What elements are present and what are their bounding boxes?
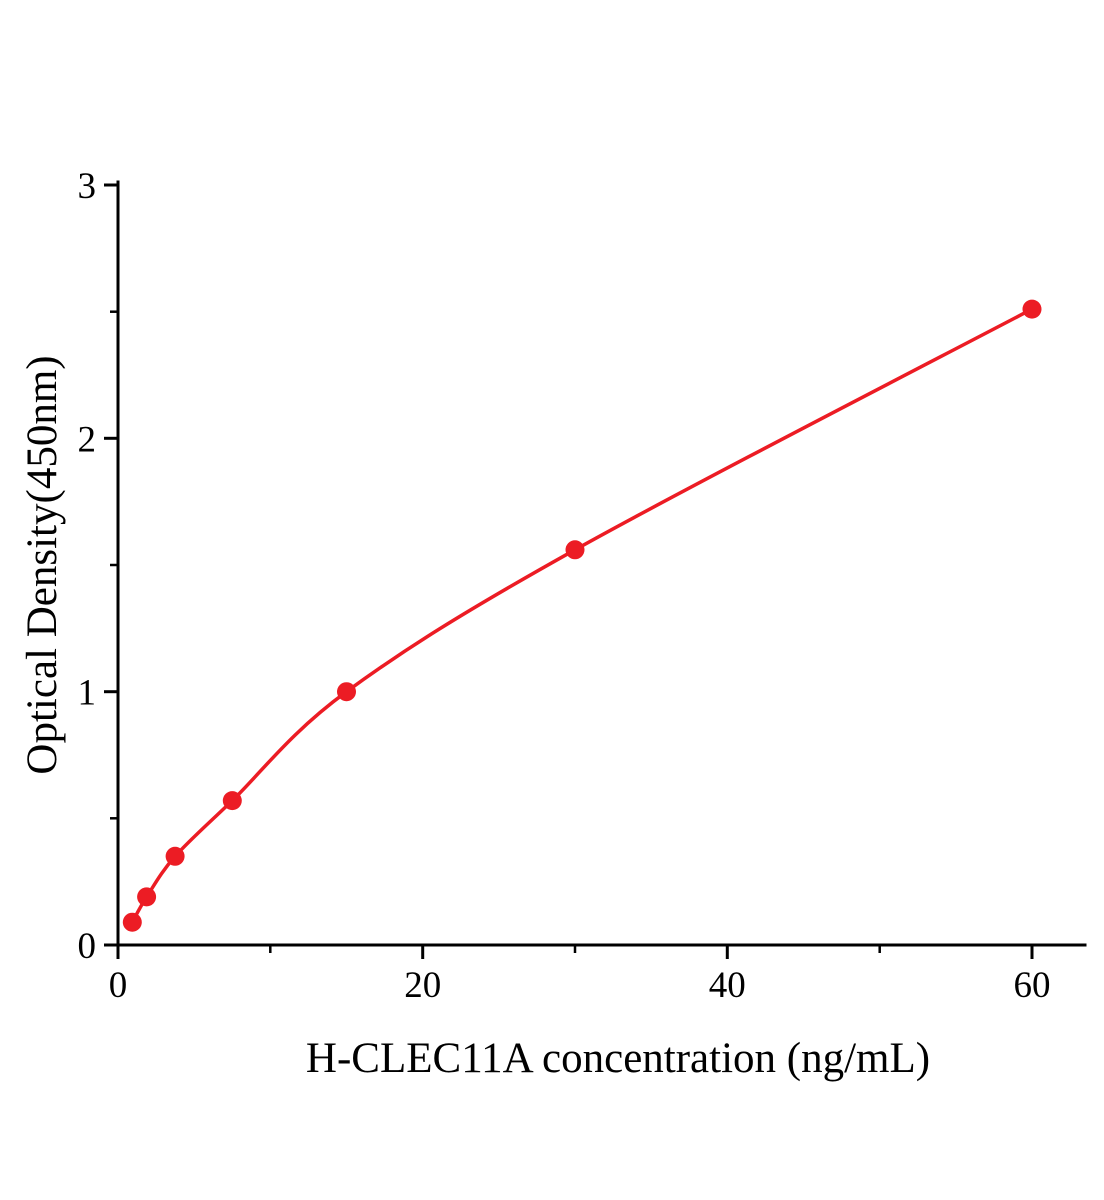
y-tick-label: 0 — [78, 926, 97, 967]
fit-curve — [130, 307, 1034, 924]
x-axis-title: H-CLEC11A concentration (ng/mL) — [306, 1035, 930, 1082]
plot-area: 0 20 40 60 0 1 2 3 — [78, 166, 1087, 1006]
y-tick-label: 1 — [78, 673, 97, 714]
data-point — [137, 887, 157, 907]
axis-spines — [116, 180, 1087, 947]
data-point — [165, 846, 185, 866]
data-point — [122, 912, 142, 932]
x-tick-label: 0 — [109, 965, 128, 1006]
y-tick-label: 3 — [78, 166, 97, 207]
data-point — [222, 791, 242, 811]
y-axis-title: Optical Density(450nm) — [19, 355, 66, 774]
x-tick-label: 20 — [404, 965, 441, 1006]
data-point — [1022, 299, 1042, 319]
y-tick-label: 2 — [78, 419, 97, 460]
data-point — [337, 682, 356, 702]
x-tick-label: 60 — [1014, 965, 1051, 1006]
data-point — [565, 540, 585, 560]
x-tick-label: 40 — [709, 965, 746, 1006]
